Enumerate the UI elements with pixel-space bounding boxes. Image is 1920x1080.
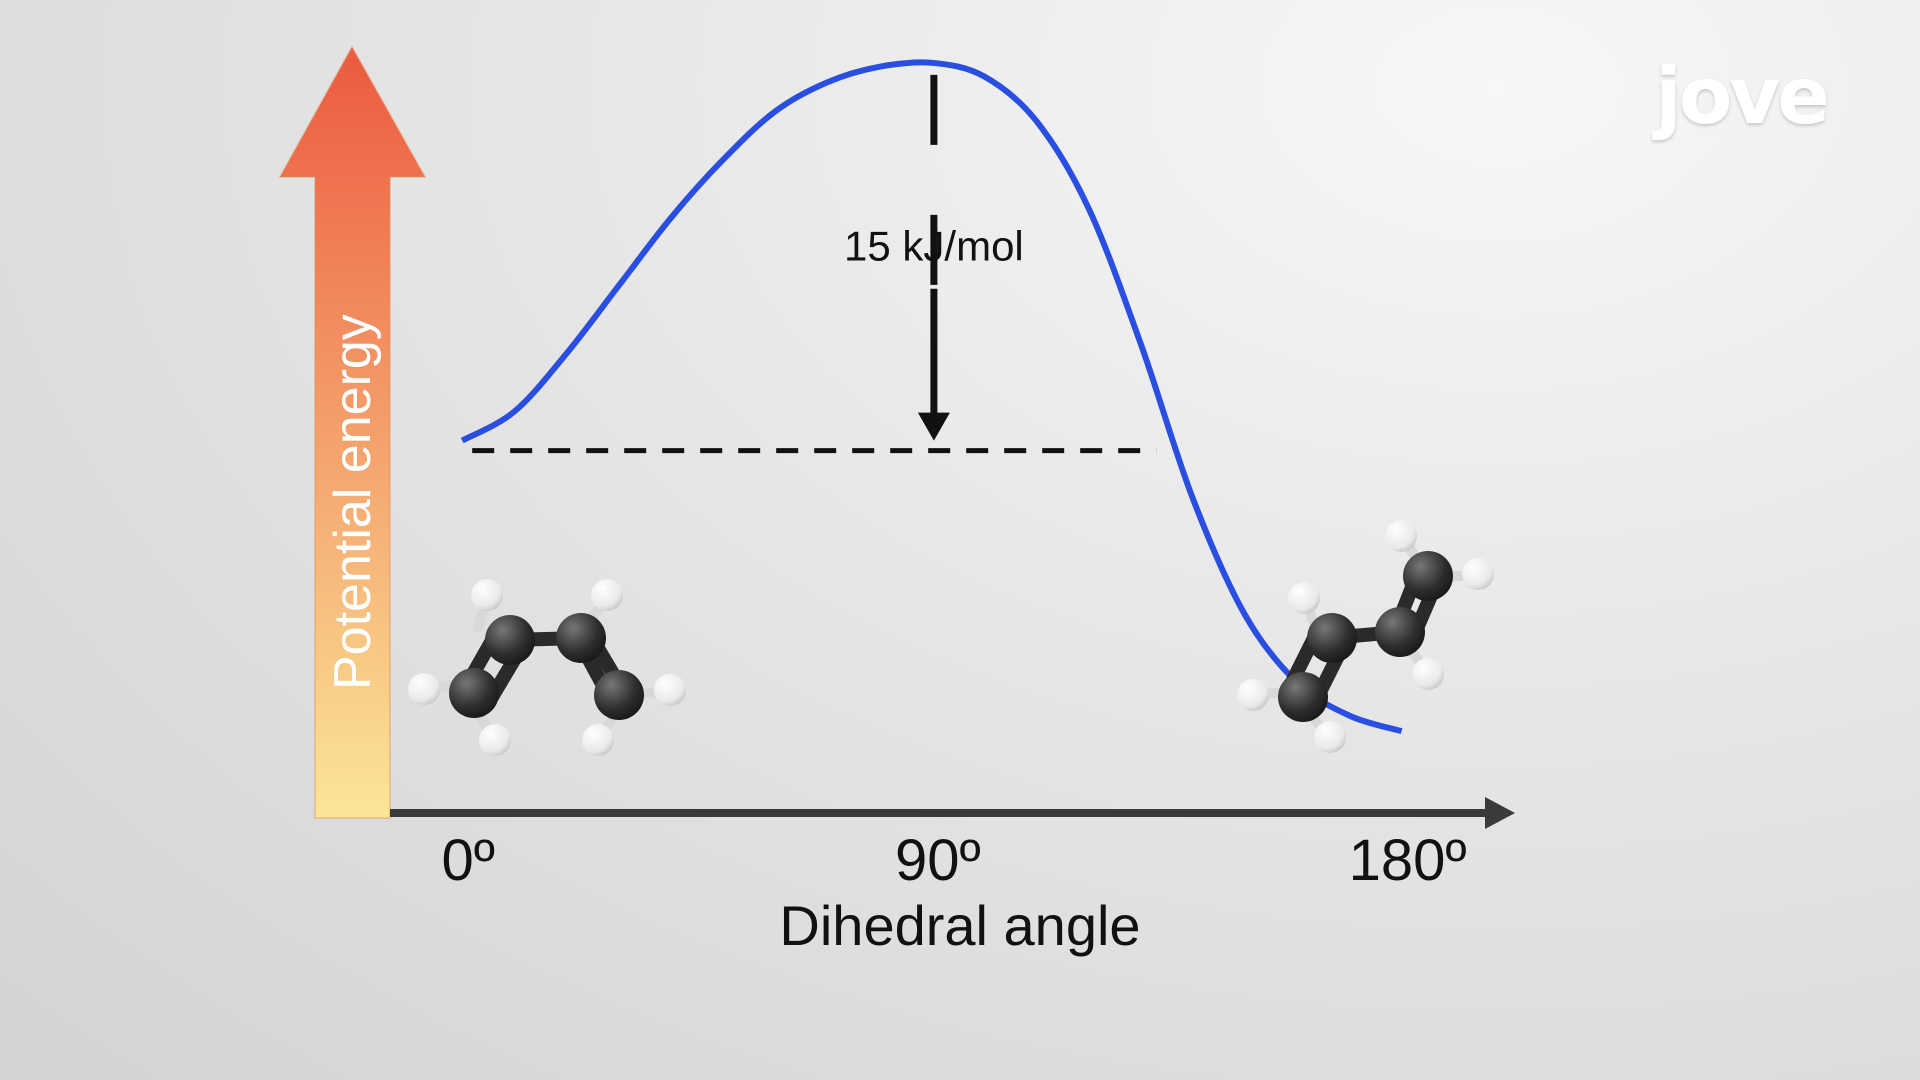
- energy-barrier-arrow: [917, 74, 950, 441]
- potential-energy-arrow: Potential energy: [278, 44, 427, 819]
- x-tick-label: 0º: [441, 828, 494, 893]
- s-cis-butadiene-molecule: [408, 579, 686, 756]
- x-axis-label: Dihedral angle: [779, 894, 1140, 957]
- x-tick-label: 180º: [1349, 828, 1467, 893]
- energy-curve: [460, 59, 1403, 734]
- barrier-label: 15 kJ/mol: [844, 223, 1024, 270]
- s-trans-butadiene-molecule: [1237, 520, 1494, 753]
- x-axis-arrowhead: [1485, 797, 1515, 829]
- energy-arrow-shape: [278, 44, 427, 819]
- x-axis: [390, 797, 1515, 829]
- x-tick-label: 90º: [895, 828, 981, 893]
- x-tick-labels: 0º 90º 180º: [441, 828, 1466, 893]
- y-axis-label: Potential energy: [324, 314, 382, 690]
- barrier-arrowhead: [917, 412, 950, 441]
- jove-logo: jove: [1655, 52, 1830, 142]
